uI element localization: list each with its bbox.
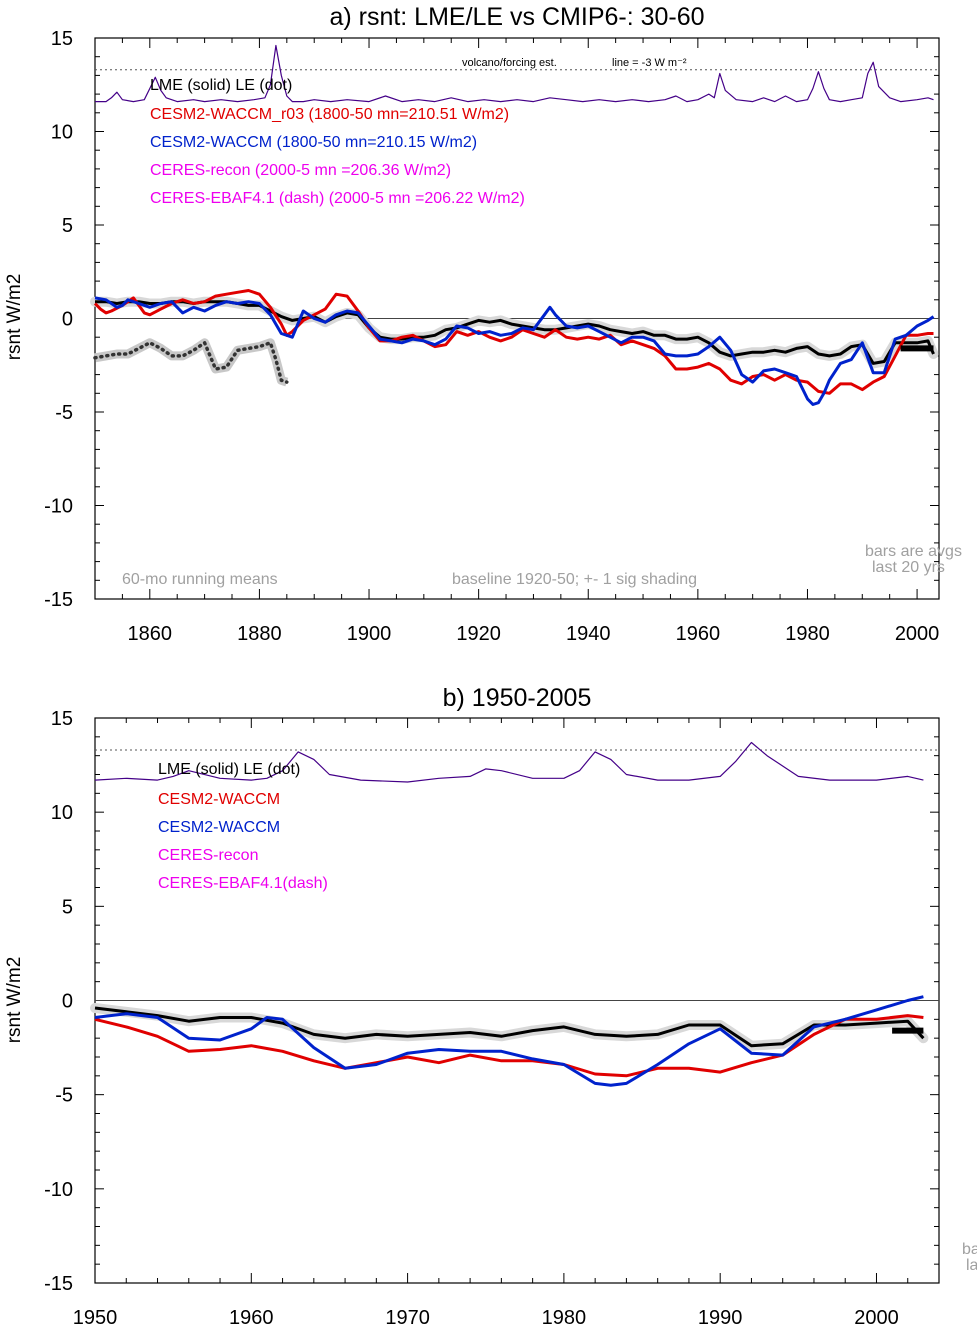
legend-label: LME (solid) LE (dot) [158,761,300,778]
panel-a-ylabel: rsnt W/m2 [4,274,25,361]
y-tick-label: -10 [44,496,73,518]
legend-label: CESM2-WACCM [158,819,280,836]
y-tick-label: 0 [62,991,73,1013]
annotation-bars-1: ba [962,1241,977,1258]
x-tick-label: 1950 [73,1307,118,1325]
panel-a-legend: LME (solid) LE (dot) CESM2-WACCM_r03 (18… [150,77,525,207]
y-tick-label: -5 [55,402,73,424]
y-tick-label: -15 [44,589,73,611]
y-tick-label: 5 [62,896,73,918]
x-tick-label: 1980 [785,623,830,645]
legend-label: CESM2-WACCM [158,791,280,808]
panel-a: a) rsnt: LME/LE vs CMIP6-: 30-60 rsnt W/… [4,3,962,645]
annotation-baseline: baseline 1920-50; +- 1 sig shading [452,571,697,588]
legend-label: CERES-EBAF4.1 (dash) (2000-5 mn =206.22 … [150,190,525,207]
x-tick-label: 1970 [385,1307,430,1325]
y-tick-label: -15 [44,1273,73,1295]
y-tick-label: 10 [51,122,73,144]
legend-label: LME (solid) LE (dot) [150,77,292,94]
panel-b-ylabel: rsnt W/m2 [4,957,25,1044]
y-tick-label: -5 [55,1085,73,1107]
legend-label: CERES-recon (2000-5 mn =206.36 W/m2) [150,162,451,179]
series-line [93,340,289,384]
y-tick-label: 5 [62,215,73,237]
x-tick-label: 2000 [854,1307,899,1325]
x-tick-label: 1920 [456,623,501,645]
x-tick-label: 1980 [542,1307,587,1325]
y-tick-label: -10 [44,1179,73,1201]
y-tick-label: 0 [62,309,73,331]
sigma-shading [94,338,289,387]
series-line [94,1014,924,1078]
series-line [95,44,934,103]
panel-b: b) 1950-2005 rsnt W/m2 15 10 5 0 -5 -10 -15195… [4,684,977,1325]
series-line [94,995,924,1087]
annotation-line-note: line = -3 W m⁻² [612,57,687,69]
legend-label: CERES-EBAF4.1(dash) [158,875,328,892]
x-tick-label: 1940 [566,623,611,645]
annotation-bars-2: last 20 yrs [872,559,945,576]
legend-label: CESM2-WACCM (1800-50 mn=210.15 W/m2) [150,134,477,151]
panel-b-legend: LME (solid) LE (dot) CESM2-WACCM CESM2-W… [158,761,328,892]
x-tick-label: 1900 [347,623,392,645]
annotation-bars-1: bars are avgs [865,543,962,560]
series-line [93,289,934,395]
y-tick-label: 10 [51,802,73,824]
series-line [94,296,935,406]
x-tick-label: 1860 [128,623,173,645]
y-tick-label: 15 [51,28,73,50]
y-tick-label: 15 [51,708,73,730]
x-tick-label: 1960 [229,1307,274,1325]
x-tick-label: 1960 [676,623,721,645]
x-tick-label: 1880 [237,623,282,645]
annotation-volcano: volcano/forcing est. [462,57,557,69]
panel-a-title: a) rsnt: LME/LE vs CMIP6-: 30-60 [329,3,704,31]
legend-label: CERES-recon [158,847,258,864]
annotation-bars-2: la [966,1257,977,1274]
panel-b-title: b) 1950-2005 [443,684,592,712]
panel-a-axes: 15 10 5 0 -5 -10 -15 1860 1880 1900 1920 1940 1960 19… [44,28,940,645]
x-tick-label: 1990 [698,1307,743,1325]
panel-a-data [90,44,939,406]
x-tick-label: 2000 [895,623,940,645]
series-line [94,1006,925,1048]
annotation-running-means: 60-mo running means [122,571,278,588]
panel-b-data [90,741,929,1087]
series-line [94,741,924,783]
legend-label: CESM2-WACCM_r03 (1800-50 mn=210.51 W/m2) [150,106,509,123]
